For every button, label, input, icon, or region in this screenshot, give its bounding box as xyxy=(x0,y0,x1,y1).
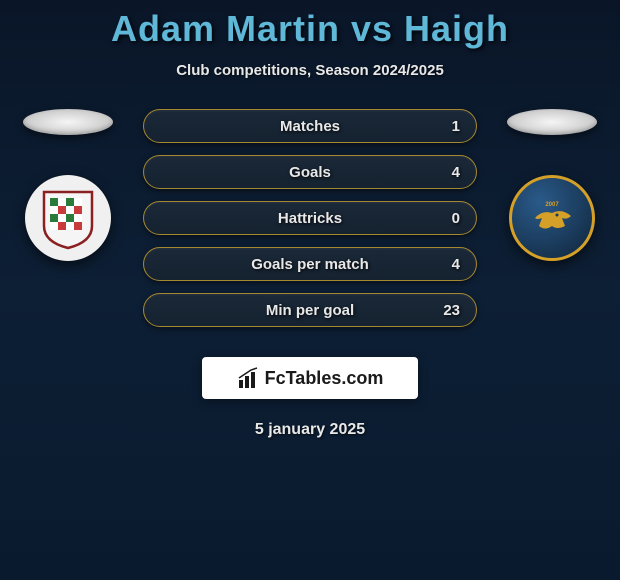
stat-label: Matches xyxy=(280,118,340,135)
left-flag-icon xyxy=(23,109,113,135)
stat-row: Hattricks 0 xyxy=(143,201,477,235)
stat-value: 4 xyxy=(452,164,460,181)
right-side: 2007 xyxy=(492,109,612,261)
brand-logo-box[interactable]: FcTables.com xyxy=(202,357,418,399)
stat-row: Goals 4 xyxy=(143,155,477,189)
stat-label: Min per goal xyxy=(266,302,354,319)
right-flag-icon xyxy=(507,109,597,135)
left-side xyxy=(8,109,128,261)
stat-value: 4 xyxy=(452,256,460,273)
shield-checker-icon xyxy=(34,184,102,252)
subtitle: Club competitions, Season 2024/2025 xyxy=(0,62,620,79)
left-club-crest xyxy=(25,175,111,261)
stat-row: Matches 1 xyxy=(143,109,477,143)
stat-value: 23 xyxy=(443,302,460,319)
comparison-panel: Matches 1 Goals 4 Hattricks 0 Goals per … xyxy=(0,109,620,339)
stat-label: Goals xyxy=(289,164,331,181)
stats-list: Matches 1 Goals 4 Hattricks 0 Goals per … xyxy=(128,109,492,339)
stat-value: 0 xyxy=(452,210,460,227)
stat-label: Goals per match xyxy=(251,256,369,273)
bars-chart-icon xyxy=(237,366,261,390)
brand-name: FcTables.com xyxy=(265,368,384,389)
date-label: 5 january 2025 xyxy=(0,421,620,439)
stat-value: 1 xyxy=(452,118,460,135)
stat-row: Goals per match 4 xyxy=(143,247,477,281)
stat-label: Hattricks xyxy=(278,210,342,227)
stat-row: Min per goal 23 xyxy=(143,293,477,327)
page-title: Adam Martin vs Haigh xyxy=(0,0,620,50)
svg-text:2007: 2007 xyxy=(545,202,559,208)
right-club-crest: 2007 xyxy=(509,175,595,261)
eagle-icon: 2007 xyxy=(527,198,577,238)
